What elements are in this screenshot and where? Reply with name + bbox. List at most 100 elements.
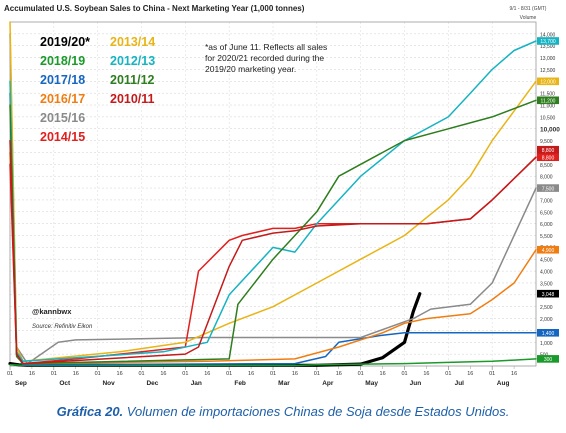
x-day-label: 01 (226, 371, 232, 377)
x-month-label: Jun (410, 380, 422, 387)
x-month-label: Jul (455, 380, 465, 387)
x-day-label: 16 (248, 371, 254, 377)
x-month-label: Nov (102, 380, 115, 387)
y-tick-label: 13,500 (540, 44, 556, 50)
x-day-label: 16 (160, 371, 166, 377)
end-value-label: 12,000 (540, 80, 556, 86)
x-day-label: 16 (73, 371, 79, 377)
x-day-label: 01 (95, 371, 101, 377)
x-day-label: 01 (401, 371, 407, 377)
x-day-label: 01 (7, 371, 13, 377)
legend-entry: 2017/18 (40, 73, 85, 87)
x-day-label: 16 (117, 371, 123, 377)
end-value-tag (537, 289, 559, 298)
y-tick-label: 8,000 (540, 175, 553, 181)
x-day-label: 01 (358, 371, 364, 377)
x-day-label: 16 (29, 371, 35, 377)
end-label-layer: 3,048 300 1,400 4,900 7,500 8,800 12,000 13,700… (537, 37, 559, 363)
annotation-text: *as of June 11. Reflects all sales for 20… (205, 42, 327, 74)
legend-entry: 2011/12 (110, 73, 155, 87)
x-day-label: 16 (292, 371, 298, 377)
x-day-label: 16 (204, 371, 210, 377)
end-value-label: 1,400 (542, 331, 555, 337)
end-value-tag (537, 153, 559, 162)
top-right-note: 9/1 - 8/31 (GMT) (510, 6, 547, 12)
end-value-label: 7,500 (542, 186, 555, 192)
y-tick-label: 11,000 (540, 104, 555, 110)
end-value-tag (537, 328, 559, 337)
legend-entry: 2016/17 (40, 92, 85, 106)
x-month-label: Feb (234, 380, 246, 387)
x-day-label: 01 (138, 371, 144, 377)
x-day-label: 16 (467, 371, 473, 377)
y-tick-label: 4,000 (540, 270, 553, 276)
series-line (9, 139, 537, 365)
x-month-label: May (365, 380, 378, 387)
y-tick-label: 7,000 (540, 198, 553, 204)
end-value-tag (537, 37, 559, 45)
legend-entry: 2013/14 (110, 35, 155, 49)
end-value-tag (537, 245, 559, 254)
x-month-label: Aug (497, 380, 510, 387)
figure-caption: Gráfica 20. Volumen de importaciones Chi… (0, 404, 566, 430)
source-note: Source: Refinitiv Eikon (32, 324, 93, 330)
end-value-tag (537, 184, 559, 192)
series-line (9, 40, 537, 363)
y-tick-label: 8,500 (540, 163, 553, 169)
y-tick-label: 10,500 (540, 115, 556, 121)
y-tick-label: 2,500 (540, 305, 553, 311)
y-tick-label: 3,500 (540, 281, 553, 287)
end-value-label: 8,800 (542, 155, 555, 161)
y-axis-title: Volume (520, 15, 537, 21)
end-value-label: 300 (544, 357, 553, 363)
legend: 2019/20* 2018/19 2017/18 2016/17 2015/16 2014… (40, 35, 155, 144)
x-day-label: 16 (423, 371, 429, 377)
y-tick-label: 10,000 (540, 126, 560, 133)
caption-text: Volumen de importaciones Chinas de Soja … (126, 404, 510, 419)
legend-entry: 2015/16 (40, 111, 85, 125)
x-day-label: 01 (270, 371, 276, 377)
chart-title: Accumulated U.S. Soybean Sales to China … (4, 4, 305, 13)
end-value-tag (537, 145, 559, 154)
x-day-label: 16 (336, 371, 342, 377)
legend-entry: 2019/20* (40, 35, 90, 49)
end-value-label: 3,048 (542, 292, 555, 298)
x-day-label: 16 (511, 371, 517, 377)
y-tick-label: 6,500 (540, 210, 553, 216)
legend-entry: 2014/15 (40, 130, 85, 144)
series-line (9, 99, 537, 365)
x-month-label: Dec (146, 380, 158, 387)
y-tick-label: 4,500 (540, 258, 553, 264)
series-layer (8, 21, 537, 367)
legend-entry: 2010/11 (110, 92, 155, 106)
end-value-tag (537, 77, 559, 86)
chart: 5001,0001,5002,0002,5003,0003,5004,0004,… (4, 4, 561, 387)
annotation-line: *as of June 11. Reflects all sales (205, 42, 327, 52)
x-day-label: 16 (380, 371, 386, 377)
y-tick-label: 11,500 (540, 92, 555, 98)
y-tick-label: 1,000 (540, 341, 553, 347)
chart-svg: 5001,0001,5002,0002,5003,0003,5004,0004,… (4, 4, 561, 387)
annotation-line: 2019/20 marketing year. (205, 64, 296, 74)
end-value-label: 11,200 (541, 98, 556, 104)
y-tick-label: 9,500 (540, 139, 553, 145)
x-month-label: Oct (59, 380, 71, 387)
watermark-handle: @kannbwx (32, 307, 72, 316)
y-tick-label: 14,000 (540, 32, 556, 38)
y-tick-label: 13,000 (540, 56, 556, 62)
annotation-line: for 2020/21 recorded during the (205, 53, 324, 63)
end-value-label: 8,800 (542, 148, 555, 154)
y-tick-label: 5,500 (540, 234, 553, 240)
x-day-label: 01 (489, 371, 495, 377)
y-tick-label: 6,000 (540, 222, 553, 228)
end-value-label: 13,700 (540, 39, 556, 45)
caption-lead: Gráfica 20. (56, 404, 124, 419)
end-value-tag (537, 96, 559, 105)
x-month-label: Jan (191, 380, 202, 387)
x-day-label: 01 (182, 371, 188, 377)
x-day-label: 01 (314, 371, 320, 377)
legend-entry: 2018/19 (40, 54, 85, 68)
x-month-label: Sep (15, 380, 27, 387)
y-tick-label: 2,000 (540, 317, 553, 323)
end-value-tag (537, 355, 559, 363)
